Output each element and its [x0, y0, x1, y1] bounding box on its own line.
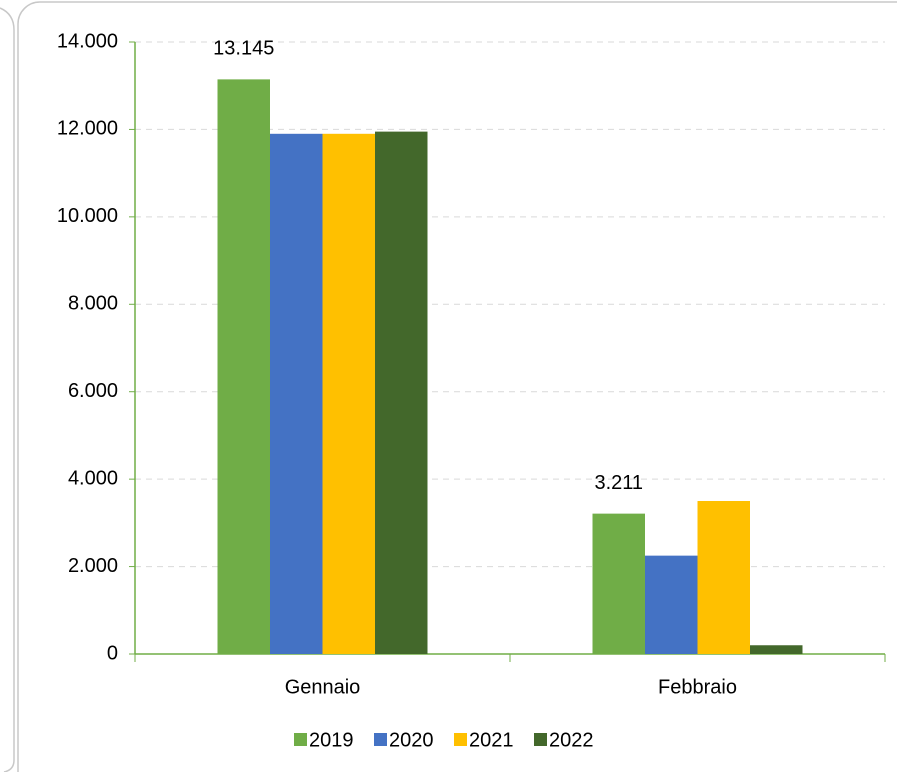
legend-label: 2022 — [549, 729, 594, 751]
y-tick-label: 6.000 — [68, 380, 118, 402]
bar — [697, 501, 750, 654]
legend-swatch — [294, 733, 307, 746]
legend-label: 2020 — [389, 729, 434, 751]
legend-swatch — [454, 733, 467, 746]
legend-swatch — [534, 733, 547, 746]
x-tick-label: Febbraio — [658, 676, 737, 698]
bar — [375, 131, 428, 655]
y-tick-label: 10.000 — [57, 205, 118, 227]
bar — [322, 133, 375, 655]
data-label: 13.145 — [213, 38, 274, 60]
bar — [270, 133, 323, 655]
bar — [592, 513, 645, 654]
x-tick-label: Gennaio — [285, 676, 361, 698]
y-tick-label: 0 — [107, 642, 118, 664]
panel-border — [17, 1, 897, 772]
bar — [217, 79, 270, 654]
bar — [645, 555, 698, 654]
y-tick-label: 4.000 — [68, 467, 118, 489]
legend-swatch — [374, 733, 387, 746]
y-tick-label: 12.000 — [57, 118, 118, 140]
y-tick-label: 2.000 — [68, 555, 118, 577]
legend-label: 2019 — [309, 729, 354, 751]
legend-label: 2021 — [469, 729, 514, 751]
side-panel-edge — [0, 7, 15, 772]
y-tick-label: 14.000 — [57, 30, 118, 52]
data-label: 3.211 — [594, 472, 643, 494]
y-tick-label: 8.000 — [68, 293, 118, 315]
bar — [750, 645, 803, 654]
